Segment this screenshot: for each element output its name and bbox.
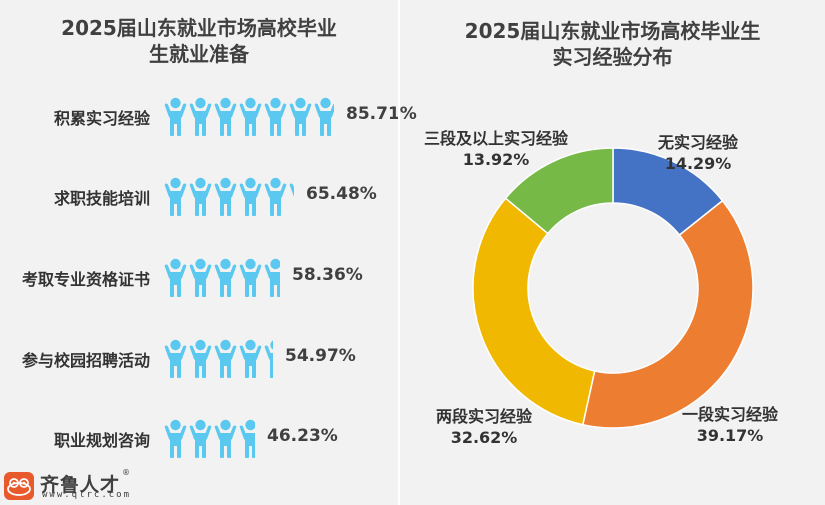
row-value: 65.48% (306, 184, 377, 204)
person-icons (163, 339, 273, 379)
donut-chart (472, 147, 754, 429)
person-arms-up-icon (188, 339, 213, 379)
pictogram-row: 职业规划咨询 46.23% (0, 419, 398, 459)
slice-value: 39.17% (696, 426, 764, 445)
slice-value: 32.62% (450, 428, 518, 447)
person-icons (163, 177, 294, 217)
person-arms-up-icon (213, 97, 238, 137)
person-arms-up-icon (188, 419, 213, 459)
title-line-2: 生就业准备 (149, 42, 249, 66)
person-icons (163, 97, 334, 137)
person-arms-up-icon (188, 258, 213, 298)
pictogram-row: 参与校园招聘活动 54.97% (0, 339, 398, 379)
row-value: 54.97% (285, 346, 356, 366)
person-arms-up-icon (263, 339, 273, 379)
person-arms-up-icon (213, 339, 238, 379)
title-line-1: 2025届山东就业市场高校毕业生 (464, 19, 761, 43)
row-value: 46.23% (267, 426, 338, 446)
logo-url: www.qlrc.com (42, 490, 132, 500)
slice-label-text: 两段实习经验 (436, 407, 533, 426)
person-arms-up-icon (288, 97, 313, 137)
person-arms-up-icon (238, 339, 263, 379)
title-line-2: 实习经验分布 (552, 45, 673, 69)
row-value: 58.36% (292, 265, 363, 285)
pictogram-row: 求职技能培训 65.48% (0, 177, 398, 217)
row-label: 求职技能培训 (53, 189, 150, 208)
person-arms-up-icon (238, 97, 263, 137)
person-arms-up-icon (238, 419, 255, 459)
logo-name: 齐鲁人才 (40, 474, 121, 496)
row-label: 参与校园招聘活动 (21, 351, 150, 370)
slice-two (472, 197, 596, 426)
person-arms-up-icon (313, 97, 334, 137)
slice-value: 14.29% (664, 154, 732, 173)
slice-label-text: 无实习经验 (658, 133, 739, 152)
person-icons (163, 419, 255, 459)
internship-panel: 2025届山东就业市场高校毕业生 实习经验分布 无实习经验 14.29% 一段实… (400, 0, 825, 505)
slice-label-three-plus: 三段及以上实习经验 13.92% (424, 128, 568, 170)
slice-label-text: 三段及以上实习经验 (424, 129, 569, 148)
person-arms-up-icon (163, 177, 188, 217)
person-arms-up-icon (188, 97, 213, 137)
person-arms-up-icon (163, 97, 188, 137)
pictogram-row: 积累实习经验 85.71% (0, 97, 417, 137)
person-arms-up-icon (263, 258, 280, 298)
slice-label-text: 一段实习经验 (682, 405, 779, 424)
pictogram-row: 考取专业资格证书 58.36% (0, 258, 398, 298)
title-line-1: 2025届山东就业市场高校毕业 (61, 16, 337, 40)
row-label: 积累实习经验 (53, 109, 150, 128)
person-arms-up-icon (163, 419, 188, 459)
person-arms-up-icon (163, 258, 188, 298)
frog-logo-icon (4, 472, 34, 500)
slice-label-one: 一段实习经验 39.17% (682, 404, 778, 446)
slice-three-plus (504, 147, 614, 235)
slice-label-none: 无实习经验 14.29% (658, 132, 738, 174)
person-arms-up-icon (213, 177, 238, 217)
person-arms-up-icon (188, 177, 213, 217)
person-arms-up-icon (263, 97, 288, 137)
internship-chart-title: 2025届山东就业市场高校毕业生 实习经验分布 (400, 18, 825, 70)
person-icons (163, 258, 280, 298)
person-arms-up-icon (263, 177, 288, 217)
person-arms-up-icon (213, 258, 238, 298)
slice-value: 13.92% (462, 150, 530, 169)
row-label: 考取专业资格证书 (21, 270, 150, 289)
person-arms-up-icon (238, 258, 263, 298)
person-arms-up-icon (163, 339, 188, 379)
slice-label-two: 两段实习经验 32.62% (436, 406, 532, 448)
panel-divider (398, 0, 400, 505)
person-arms-up-icon (288, 177, 294, 217)
slice-one (581, 199, 754, 429)
preparation-chart-title: 2025届山东就业市场高校毕业 生就业准备 (0, 15, 398, 67)
row-label: 职业规划咨询 (53, 431, 150, 450)
registered-mark: ® (122, 468, 130, 477)
preparation-panel: 2025届山东就业市场高校毕业 生就业准备 积累实习经验 85.71% 求职技能培训… (0, 0, 417, 505)
person-arms-up-icon (213, 419, 238, 459)
person-arms-up-icon (238, 177, 263, 217)
